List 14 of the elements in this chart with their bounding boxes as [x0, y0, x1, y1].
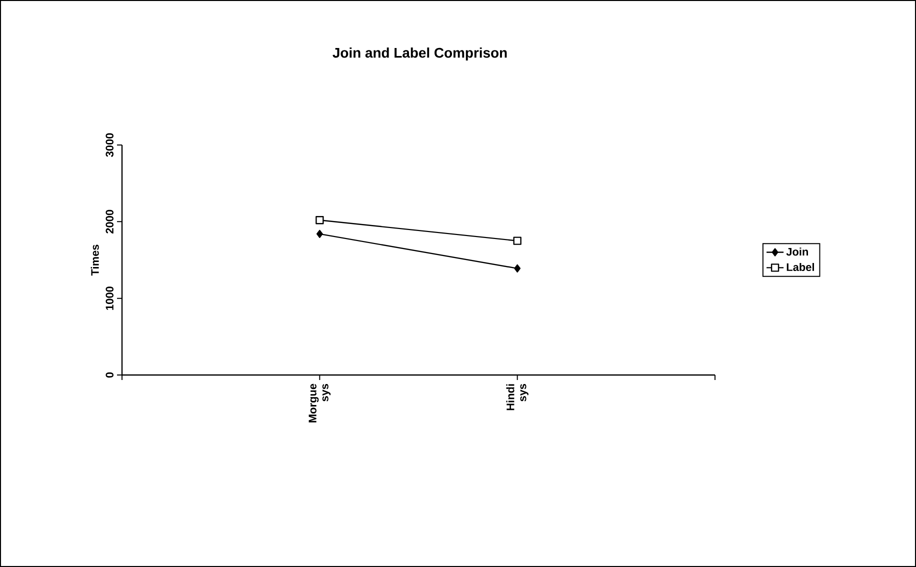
y-tick-label: 0: [106, 372, 114, 378]
y-tick-label: 3000: [106, 133, 114, 157]
legend-label: Label: [786, 262, 814, 272]
legend-label: Join: [786, 248, 808, 256]
y-axis-title: Times: [90, 244, 99, 276]
chart-title: Join and Label Comprison: [332, 47, 507, 60]
point: [316, 230, 323, 238]
y-tick-label: 2000: [106, 210, 114, 234]
point: [513, 236, 522, 245]
point: [316, 216, 324, 224]
x-tick-label: Morgue sys: [308, 384, 331, 422]
point: [514, 264, 521, 273]
y-tick-label: 1000: [106, 286, 114, 310]
x-tick-label: Hindi sys: [506, 384, 528, 410]
